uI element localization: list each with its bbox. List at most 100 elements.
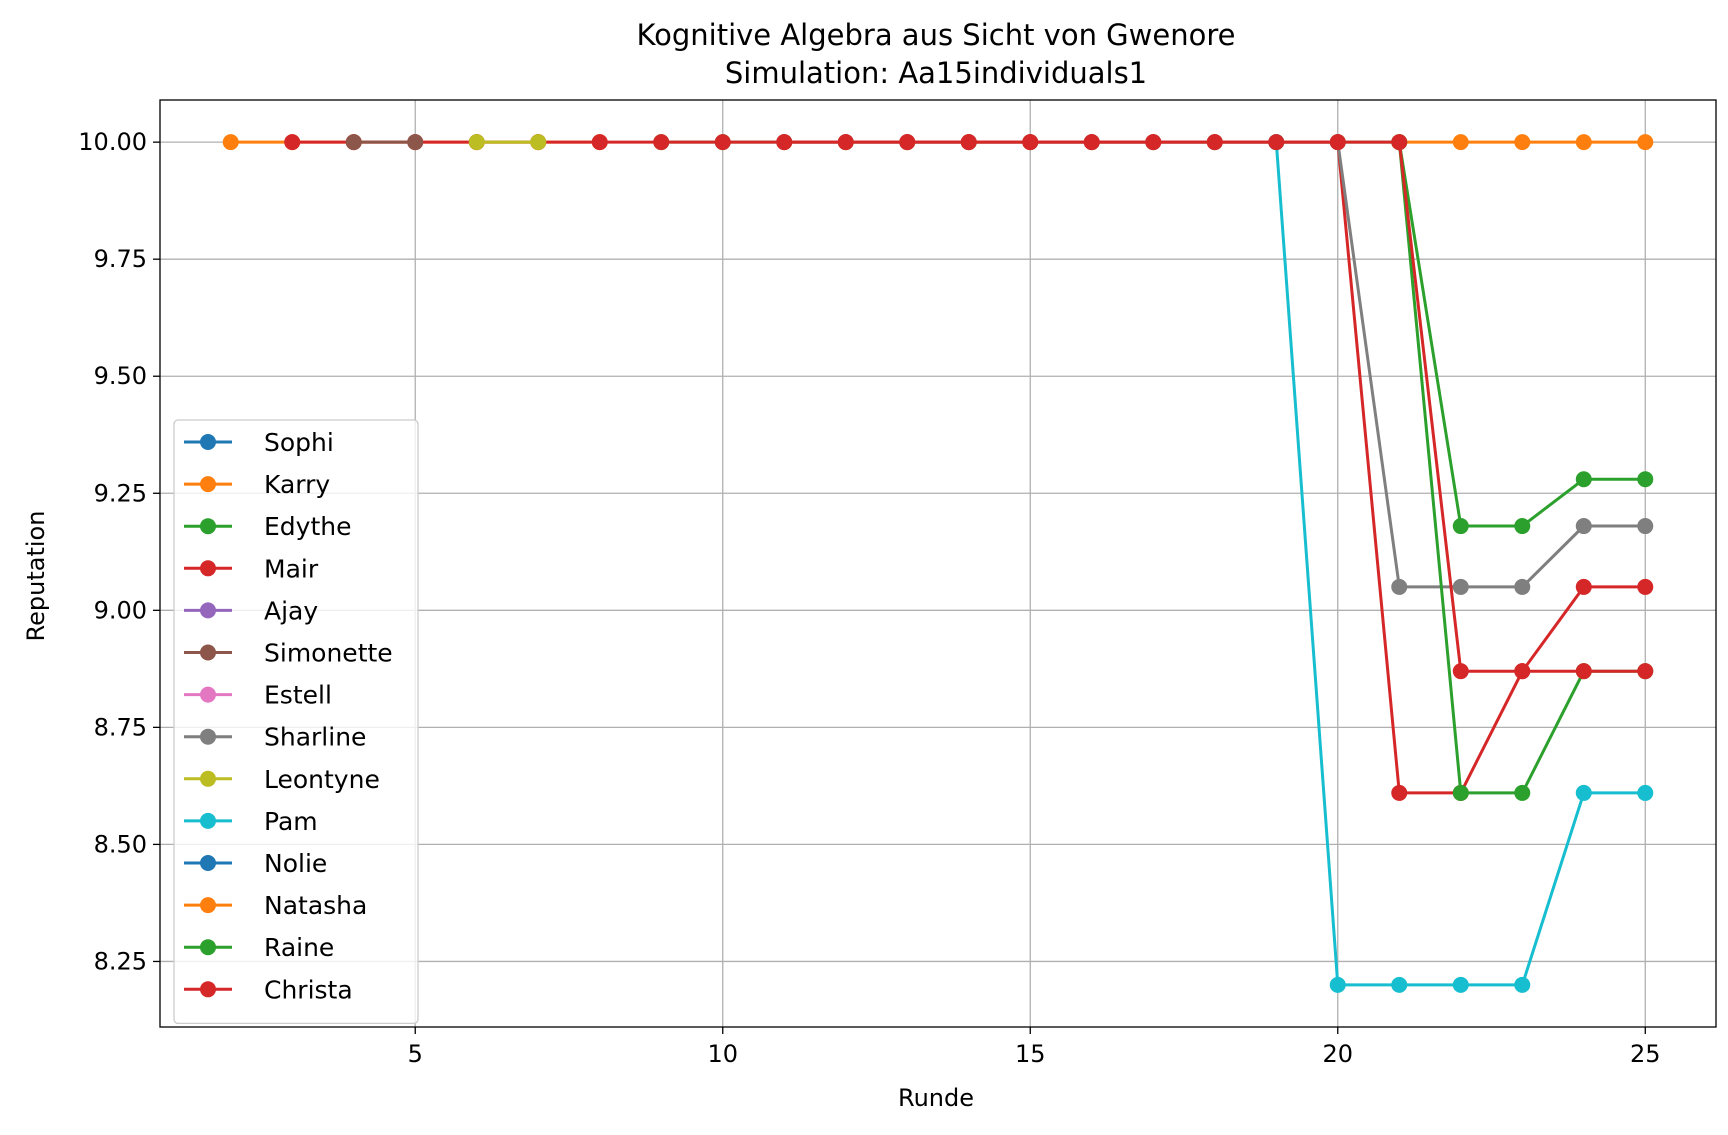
legend-item: Sophi (184, 428, 334, 457)
y-tick-label: 9.50 (94, 362, 147, 390)
data-point (1637, 134, 1654, 151)
legend-item: Karry (184, 470, 330, 499)
data-point (714, 134, 731, 151)
data-point (1452, 518, 1469, 535)
legend-label: Leontyne (264, 765, 380, 794)
legend-swatch-marker (200, 434, 216, 450)
legend-swatch-marker (200, 476, 216, 493)
data-point (1514, 663, 1531, 680)
data-point (1452, 976, 1469, 993)
y-tick-label: 10.00 (78, 128, 147, 156)
legend-swatch-marker (200, 770, 216, 787)
legend-item: Sharline (184, 723, 366, 752)
data-point (1575, 663, 1592, 680)
data-point (1329, 134, 1346, 151)
legend-swatch-marker (200, 518, 216, 535)
legend-swatch-marker (200, 728, 216, 745)
legend-label: Karry (264, 470, 330, 499)
legend-swatch-marker (200, 686, 216, 703)
data-point (1637, 518, 1654, 535)
legend-item: Ajay (184, 596, 318, 625)
series-leontyne (468, 134, 547, 151)
legend-label: Mair (264, 554, 319, 583)
legend-item: Pam (184, 807, 318, 836)
data-point (1514, 578, 1531, 595)
data-point (1452, 578, 1469, 595)
data-point (1575, 518, 1592, 535)
legend-item: Christa (184, 975, 353, 1004)
data-point (1391, 134, 1408, 151)
x-tick-label: 15 (1015, 1040, 1046, 1068)
chart-title: Kognitive Algebra aus Sicht von Gwenore (637, 18, 1236, 52)
legend: Sophi Karry Edythe Mair Ajay Simonette Estell S… (173, 419, 419, 1025)
axis-ticks: 5 10 15 20 25 8.25 8.50 8.75 9.00 9.25 9.50 9.75 10.… (78, 128, 1660, 1068)
x-tick-label: 20 (1322, 1040, 1353, 1068)
plot-frame (159, 99, 1717, 1028)
legend-label: Edythe (264, 512, 352, 541)
data-point (1575, 471, 1592, 488)
y-tick-label: 9.00 (94, 596, 147, 624)
data-point (1637, 663, 1654, 680)
data-point (468, 134, 485, 151)
legend-swatch-marker (200, 644, 216, 661)
data-point (591, 134, 608, 151)
data-point (1452, 663, 1469, 680)
data-point (1575, 134, 1592, 151)
legend-swatch-marker (200, 981, 216, 998)
data-point (1083, 134, 1100, 151)
legend-label: Simonette (264, 639, 393, 668)
x-tick-label: 10 (707, 1040, 738, 1068)
data-point (1391, 976, 1408, 993)
legend-item: Edythe (184, 512, 352, 541)
data-point (1514, 134, 1531, 151)
data-point (345, 134, 362, 151)
legend-item: Nolie (184, 849, 327, 878)
x-tick-label: 25 (1630, 1040, 1661, 1068)
legend-item: Raine (184, 933, 334, 962)
legend-label: Sharline (264, 723, 366, 752)
legend-swatch-marker (200, 855, 216, 871)
legend-label: Natasha (264, 891, 367, 920)
data-point (1575, 784, 1592, 801)
legend-swatch-marker (200, 560, 216, 577)
data-point (1268, 134, 1285, 151)
legend-label: Ajay (264, 596, 318, 625)
data-point (1637, 784, 1654, 801)
data-point (1452, 784, 1469, 801)
legend-item: Simonette (184, 639, 393, 668)
legend-label: Sophi (264, 428, 334, 457)
y-tick-label: 8.25 (94, 947, 147, 975)
series-simonette (345, 134, 424, 151)
data-point (776, 134, 793, 151)
legend-item: Estell (184, 681, 332, 710)
data-point (960, 134, 977, 151)
data-point (1575, 578, 1592, 595)
series-christa (776, 134, 1654, 680)
data-point (1514, 518, 1531, 535)
data-point (222, 134, 239, 151)
y-tick-label: 8.50 (94, 830, 147, 858)
legend-label: Nolie (264, 849, 327, 878)
legend-label: Pam (264, 807, 318, 836)
data-point (1145, 134, 1162, 151)
y-tick-label: 8.75 (94, 713, 147, 741)
legend-swatch-marker (200, 897, 216, 914)
legend-box (173, 419, 419, 1025)
data-point (530, 134, 547, 151)
data-point (1329, 976, 1346, 993)
data-point (407, 134, 424, 151)
data-point (899, 134, 916, 151)
data-point (1452, 134, 1469, 151)
series-lines (222, 134, 1654, 993)
series-line (1336, 141, 1646, 589)
legend-item: Natasha (184, 891, 367, 920)
x-tick-label: 5 (408, 1040, 423, 1068)
data-point (1514, 784, 1531, 801)
data-point (284, 134, 301, 151)
legend-swatch-marker (200, 939, 216, 956)
data-point (1637, 471, 1654, 488)
data-point (1391, 578, 1408, 595)
data-point (1514, 976, 1531, 993)
legend-label: Christa (264, 975, 353, 1004)
data-point (837, 134, 854, 151)
